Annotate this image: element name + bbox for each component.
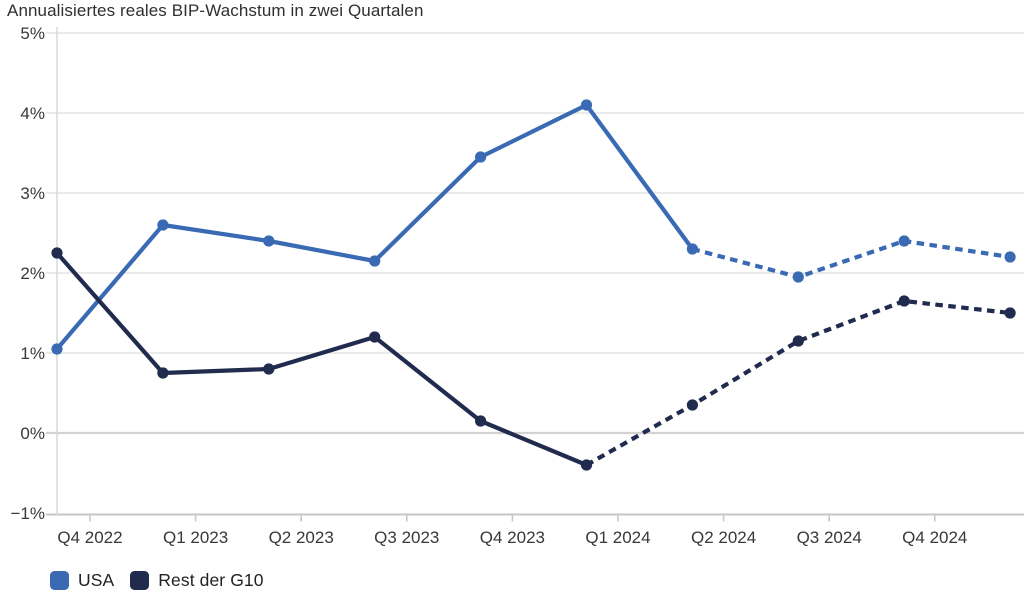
- data-point-usa-5: [580, 99, 593, 111]
- series-line-forecast-rest-der-g10: [585, 298, 1011, 467]
- data-point-rest-der-g10-9: [1004, 307, 1016, 319]
- x-tick-label-0: Q4 2022: [57, 528, 122, 547]
- data-point-usa-2: [263, 235, 275, 247]
- data-point-usa-7: [792, 271, 804, 283]
- legend-item-rest-der-g10: Rest der G10: [130, 570, 263, 591]
- data-point-rest-der-g10-2: [263, 363, 275, 375]
- y-tick-label-5: 5%: [20, 24, 45, 43]
- y-tick-label-2: 2%: [20, 264, 45, 283]
- x-tick-label-3: Q3 2023: [374, 528, 439, 547]
- y-tick-label-0: 0%: [20, 424, 45, 443]
- line-chart-plot: 5% 4% 3% 2% 1% 0% −1% Q4 2022 Q1 2023 Q2 2023 Q3 2…: [11, 24, 1024, 547]
- y-tick-label--1: −1%: [11, 504, 46, 523]
- legend-item-usa: USA: [50, 570, 114, 591]
- y-tick-label-3: 3%: [20, 184, 45, 203]
- x-tick-label-4: Q4 2023: [480, 528, 545, 547]
- x-tick-label-7: Q3 2024: [797, 528, 862, 547]
- data-point-rest-der-g10-4: [475, 415, 487, 427]
- x-tick-label-2: Q2 2023: [269, 528, 334, 547]
- x-tick-label-5: Q1 2024: [585, 528, 650, 547]
- data-point-usa-0: [51, 343, 63, 355]
- data-point-usa-8: [898, 235, 910, 247]
- data-point-usa-3: [369, 255, 381, 267]
- data-point-rest-der-g10-5: [580, 459, 593, 471]
- data-point-usa-4: [475, 151, 487, 163]
- legend-label-usa: USA: [78, 570, 115, 590]
- data-point-rest-der-g10-3: [369, 331, 381, 343]
- x-tick-label-8: Q4 2024: [902, 528, 967, 547]
- series-line-solid-rest-der-g10: [54, 250, 589, 468]
- x-tick-label-1: Q1 2023: [163, 528, 228, 547]
- data-point-rest-der-g10-6: [686, 399, 699, 411]
- data-point-rest-der-g10-1: [157, 367, 169, 379]
- y-tick-label-4: 4%: [20, 104, 45, 123]
- legend-label-rest-der-g10: Rest der G10: [158, 570, 264, 590]
- data-point-usa-9: [1004, 251, 1016, 263]
- series-line-solid-usa: [54, 102, 695, 352]
- data-point-rest-der-g10-7: [792, 335, 804, 347]
- y-tick-label-1: 1%: [20, 344, 45, 363]
- chart-legend: USA Rest der G10: [50, 570, 264, 591]
- legend-swatch-usa: [50, 571, 69, 590]
- data-point-usa-6: [686, 243, 699, 255]
- x-tick-label-6: Q2 2024: [691, 528, 756, 547]
- legend-swatch-rest-der-g10: [130, 571, 150, 590]
- data-point-rest-der-g10-8: [898, 295, 910, 307]
- data-point-rest-der-g10-0: [51, 247, 63, 259]
- series-line-forecast-usa: [691, 238, 1011, 280]
- data-point-usa-1: [157, 219, 169, 231]
- chart-title: Annualisiertes reales BIP-Wachstum in zw…: [7, 1, 424, 20]
